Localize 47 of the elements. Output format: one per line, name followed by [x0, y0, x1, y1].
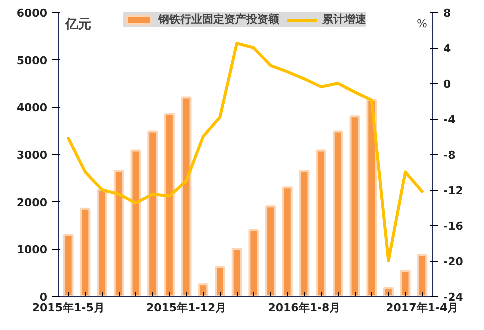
y-tick-label: 0 — [40, 291, 48, 304]
bar — [350, 116, 360, 296]
y2-axis-title: % — [417, 18, 428, 30]
y2-tick-label: 8 — [444, 7, 452, 20]
y2-tick-label: -20 — [444, 256, 464, 268]
bar — [63, 234, 74, 296]
bar — [80, 208, 91, 296]
bar — [248, 229, 260, 296]
y-tick-label: 5000 — [16, 54, 48, 68]
y2-tick-label: -16 — [444, 220, 464, 233]
bar — [198, 284, 209, 296]
bar — [332, 130, 344, 296]
bar — [148, 130, 158, 296]
line-series — [67, 42, 424, 262]
bar — [164, 113, 175, 296]
bar — [400, 270, 411, 296]
y-axis-title: 亿元 — [64, 18, 92, 32]
bar — [97, 189, 108, 296]
legend-label: 钢铁行业固定资产投资额 — [158, 12, 280, 27]
y-tick-label: 2000 — [16, 196, 48, 210]
bar — [114, 170, 124, 296]
bar — [282, 186, 293, 296]
bar — [266, 206, 276, 296]
bar — [215, 266, 226, 296]
y-tick-label: 3000 — [16, 149, 48, 162]
y2-tick-label: 4 — [444, 42, 452, 56]
x-tick-label: 2017年1-4月 — [386, 302, 459, 314]
y2-tick-label: -12 — [444, 184, 464, 198]
bar — [316, 150, 327, 296]
legend-label: 累计增速 — [322, 12, 366, 27]
y2-tick-label: -4 — [444, 114, 456, 126]
y2-tick-label: 0 — [444, 78, 452, 91]
y-tick-label: 4000 — [16, 102, 48, 115]
x-tick-label: 2016年1-8月 — [268, 302, 341, 314]
x-tick-label: 2015年1-12月 — [146, 302, 227, 314]
bar — [130, 150, 142, 296]
bar — [383, 286, 394, 296]
y2-tick-label: -24 — [444, 291, 464, 304]
y-tick-label: 1000 — [16, 244, 48, 257]
bar — [181, 96, 192, 296]
y2-tick-label: -8 — [444, 149, 456, 162]
x-tick-label: 2015年1-5月 — [32, 302, 105, 314]
bar — [232, 248, 242, 296]
bar — [366, 99, 378, 296]
bar — [417, 254, 428, 296]
y-tick-label: 6000 — [16, 7, 48, 20]
bar — [299, 170, 310, 296]
